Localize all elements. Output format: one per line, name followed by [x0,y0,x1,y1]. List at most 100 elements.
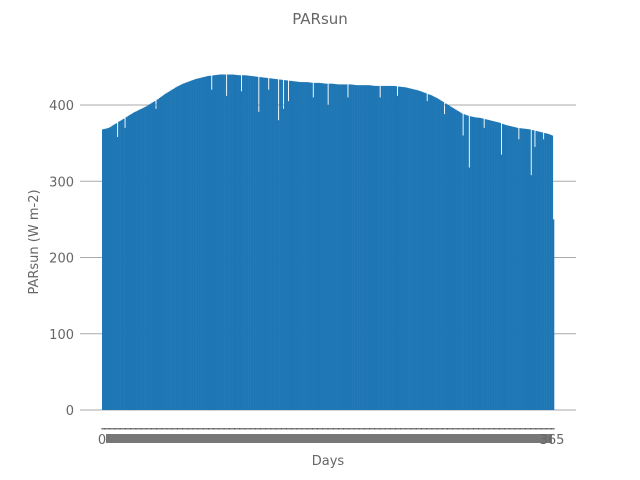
bar-day-251 [412,89,415,410]
bar-day-351 [536,131,539,411]
bar-day-312 [488,120,490,410]
bar-day-313 [489,120,492,410]
bar-day-238 [396,95,399,410]
bar-day-362 [550,134,552,410]
bar-day-309 [484,119,487,411]
bar-day-81 [202,77,204,411]
bar-day-343 [526,129,529,410]
chart-title: PARsun [292,10,348,28]
bar-day-187 [333,83,336,410]
bar-day-65 [182,83,185,411]
bar-day-106 [233,74,235,410]
bar-day-155 [293,81,296,411]
bar-day-354 [540,132,542,410]
bar-day-259 [422,92,425,410]
bar-day-358 [545,133,547,411]
bar-day-200 [349,84,352,410]
bar-day-109 [236,75,239,411]
bar-day-128 [260,77,263,411]
bar-day-210 [362,85,364,411]
bar-day-73 [192,79,194,411]
bar-day-159 [298,81,301,410]
bar-day-207 [358,85,360,411]
bar-day-260 [423,92,426,411]
bar-day-156 [295,81,297,410]
bar-day-221 [375,85,378,410]
bar-day-226 [381,85,384,410]
bar-day-225 [380,85,383,410]
bar-day-89 [212,75,214,410]
bar-day-83 [204,76,207,410]
bar-day-326 [505,125,508,410]
bar-day-297 [469,116,472,410]
bar-day-275 [442,101,445,410]
bar-day-258 [421,91,424,410]
bar-day-133 [266,78,269,410]
bar-day-229 [385,85,388,410]
bar-day-217 [370,85,373,410]
bar-day-74 [193,79,196,410]
bar-day-304 [478,117,480,410]
bar-day-114 [243,75,245,410]
bar-day-186 [332,83,334,411]
bar-day-46 [158,97,161,411]
bar-day-77 [197,78,199,410]
bar-day-28 [136,110,139,411]
bar-day-356 [542,139,545,410]
bar-day-71 [189,80,192,410]
bar-day-49 [162,95,165,411]
bar-day-262 [426,101,428,410]
bar-day-149 [286,80,289,410]
bar-day-168 [310,82,312,411]
bar-day-302 [475,117,478,410]
bar-day-36 [146,105,149,410]
bar-day-243 [402,87,405,410]
bar-day-311 [487,119,489,410]
bar-day-141 [276,79,279,410]
bar-day-319 [497,122,499,411]
bar-day-152 [290,80,292,410]
bar-day-249 [410,88,412,411]
bar-day-150 [287,101,290,410]
bar-day-250 [411,88,414,411]
bar-day-223 [378,85,380,410]
bar-day-353 [539,131,541,410]
bar-day-270 [436,98,438,410]
bar-day-166 [307,82,310,410]
bar-day-197 [345,84,348,410]
bar-day-80 [201,77,203,411]
bar-day-329 [509,126,511,411]
bar-day-268 [433,96,436,410]
bar-day-273 [440,100,442,411]
bar-day-15 [120,120,123,410]
bar-day-79 [199,77,202,410]
bar-day-66 [183,83,186,410]
bar-day-42 [154,101,156,410]
bar-day-299 [472,116,474,411]
bar-day-283 [452,108,454,411]
bar-day-26 [134,112,136,410]
bar-day-206 [357,85,359,411]
bar-day-59 [175,87,177,411]
bar-day-328 [508,125,510,411]
bar-day-117 [246,75,249,410]
bar-day-121 [251,76,254,411]
bar-day-115 [244,75,246,410]
bar-day-50 [163,94,166,410]
bar-day-7 [110,126,113,410]
bar-day-185 [331,83,333,411]
bar-day-92 [215,74,218,411]
bar-day-18 [124,127,126,410]
bar-day-108 [235,74,238,411]
bar-day-294 [466,115,468,410]
bar-day-33 [142,107,145,411]
bar-day-318 [495,121,498,411]
bar-day-31 [140,108,142,410]
bar-day-37 [147,105,150,410]
bar-day-236 [394,86,396,410]
bar-day-315 [492,121,494,410]
bar-day-179 [323,83,326,410]
bar-day-54 [168,91,171,411]
bar-day-140 [275,79,277,410]
bar-day-76 [196,78,198,411]
